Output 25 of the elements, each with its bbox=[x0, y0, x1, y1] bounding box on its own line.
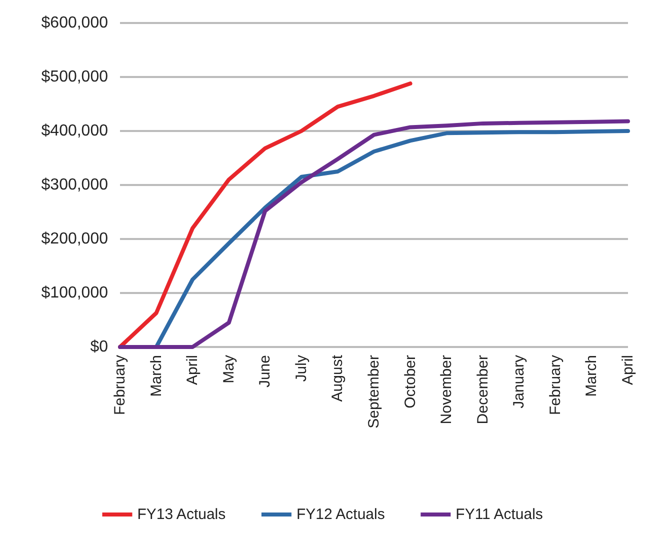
x-tick-label: June bbox=[256, 355, 274, 388]
legend-label: FY13 Actuals bbox=[137, 506, 226, 523]
x-tick-label: February bbox=[112, 354, 128, 416]
x-tick-label: March bbox=[148, 355, 165, 397]
x-tick-label: February bbox=[546, 354, 564, 416]
x-tick-label: April bbox=[620, 355, 636, 386]
x-tick-label: September bbox=[366, 354, 382, 428]
legend-label: FY12 Actuals bbox=[296, 506, 385, 523]
x-tick-label: November bbox=[438, 355, 456, 424]
x-tick-label: July bbox=[292, 354, 310, 382]
y-tick-label: $500,000 bbox=[41, 68, 108, 86]
legend-label: FY11 Actuals bbox=[456, 506, 543, 523]
x-tick-label: May bbox=[220, 354, 238, 384]
y-tick-label: $300,000 bbox=[41, 176, 108, 194]
x-tick-label: October bbox=[402, 355, 419, 408]
y-tick-label: $0 bbox=[90, 338, 108, 356]
y-tick-label: $200,000 bbox=[41, 230, 108, 248]
x-tick-label: January bbox=[510, 354, 528, 408]
y-tick-label: $600,000 bbox=[41, 14, 108, 32]
y-tick-label: $400,000 bbox=[41, 122, 108, 140]
x-tick-label: April bbox=[184, 355, 202, 386]
x-tick-label: March bbox=[583, 355, 600, 397]
y-tick-label: $100,000 bbox=[41, 284, 108, 302]
x-tick-label: August bbox=[329, 354, 346, 402]
x-tick-label: December bbox=[474, 355, 492, 424]
